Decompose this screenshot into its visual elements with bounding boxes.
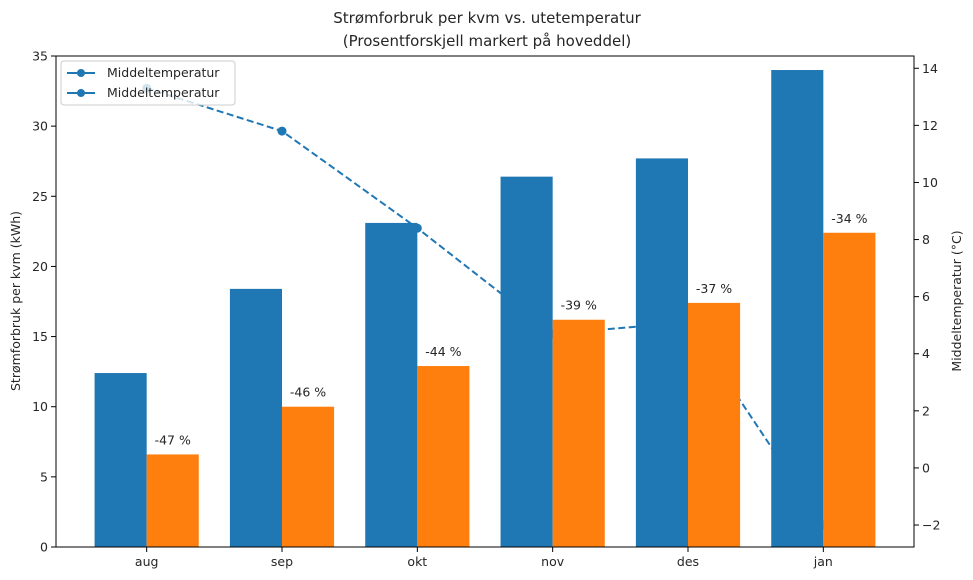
x-tick-label: sep xyxy=(271,554,293,569)
legend: Middeltemperatur Middeltemperatur xyxy=(60,60,236,106)
percent-annotation: -47 % xyxy=(155,432,191,447)
percent-annotation: -46 % xyxy=(290,385,326,400)
y2-tick-label: 14 xyxy=(922,61,938,76)
plot-frame xyxy=(55,55,915,548)
x-tick-label: okt xyxy=(407,554,427,569)
bar-layer xyxy=(94,70,876,548)
legend-marker-icon xyxy=(77,69,85,77)
y-tick-label: 35 xyxy=(32,49,48,64)
legend-box xyxy=(60,60,236,106)
legend-entry: Middeltemperatur xyxy=(67,85,220,100)
x-tick-label: aug xyxy=(135,554,159,569)
chart-subtitle: (Prosentforskjell markert på hoveddel) xyxy=(343,32,631,50)
percent-annotation: -37 % xyxy=(696,281,732,296)
bar-blue xyxy=(635,158,688,547)
y2-tick-label: 2 xyxy=(922,403,930,418)
bar-blue xyxy=(94,373,147,547)
y-tick-label: 0 xyxy=(40,540,48,555)
y2-tick-label: 10 xyxy=(922,175,938,190)
bar-orange xyxy=(687,302,741,547)
y-tick-label: 20 xyxy=(32,259,48,274)
legend-entry: Middeltemperatur xyxy=(67,65,220,80)
temperature-point xyxy=(277,126,287,136)
y2-tick-label: 8 xyxy=(922,232,930,247)
chart-title: Strømforbruk per kvm vs. utetemperatur xyxy=(333,9,641,27)
y2-tick-label: 12 xyxy=(922,118,938,133)
y-tick-label: 25 xyxy=(32,189,48,204)
y-tick-label: 10 xyxy=(32,399,48,414)
bar-orange xyxy=(282,406,335,547)
y-tick-label: 5 xyxy=(40,469,48,484)
bar-orange xyxy=(146,454,199,547)
x-tick-label: jan xyxy=(813,554,833,569)
legend-label: Middeltemperatur xyxy=(107,85,220,100)
bar-blue xyxy=(365,222,418,547)
y-axis-left-title: Strømforbruk per kvm (kWh) xyxy=(8,211,23,391)
y-tick-label: 15 xyxy=(32,329,48,344)
y-axis-right: −2 0 2 4 6 8 10 12 14 xyxy=(914,61,940,533)
percent-annotation: -39 % xyxy=(561,298,597,313)
x-tick-label: nov xyxy=(541,554,565,569)
y-axis-left: 0 5 10 15 20 25 30 35 xyxy=(32,49,56,555)
bar-blue xyxy=(771,70,824,548)
bar-blue xyxy=(229,288,283,547)
y2-tick-label: −2 xyxy=(922,518,940,533)
annotation-layer: -47 % -46 % -44 % -39 % -37 % -34 % xyxy=(155,211,868,448)
bar-blue xyxy=(500,176,553,547)
y2-tick-label: 0 xyxy=(922,460,930,475)
y-tick-label: 30 xyxy=(32,119,48,134)
percent-annotation: -34 % xyxy=(831,211,867,226)
y2-tick-label: 4 xyxy=(922,346,930,361)
y2-tick-label: 6 xyxy=(922,289,930,304)
y-axis-right-title: Middeltemperatur (°C) xyxy=(949,230,964,371)
bar-orange xyxy=(417,366,470,547)
x-axis: aug sep okt nov des jan xyxy=(135,547,833,569)
bar-orange xyxy=(823,232,876,547)
legend-marker-icon xyxy=(77,89,85,97)
x-tick-label: des xyxy=(677,554,699,569)
percent-annotation: -44 % xyxy=(425,344,461,359)
legend-label: Middeltemperatur xyxy=(107,65,220,80)
bar-orange xyxy=(552,319,605,547)
